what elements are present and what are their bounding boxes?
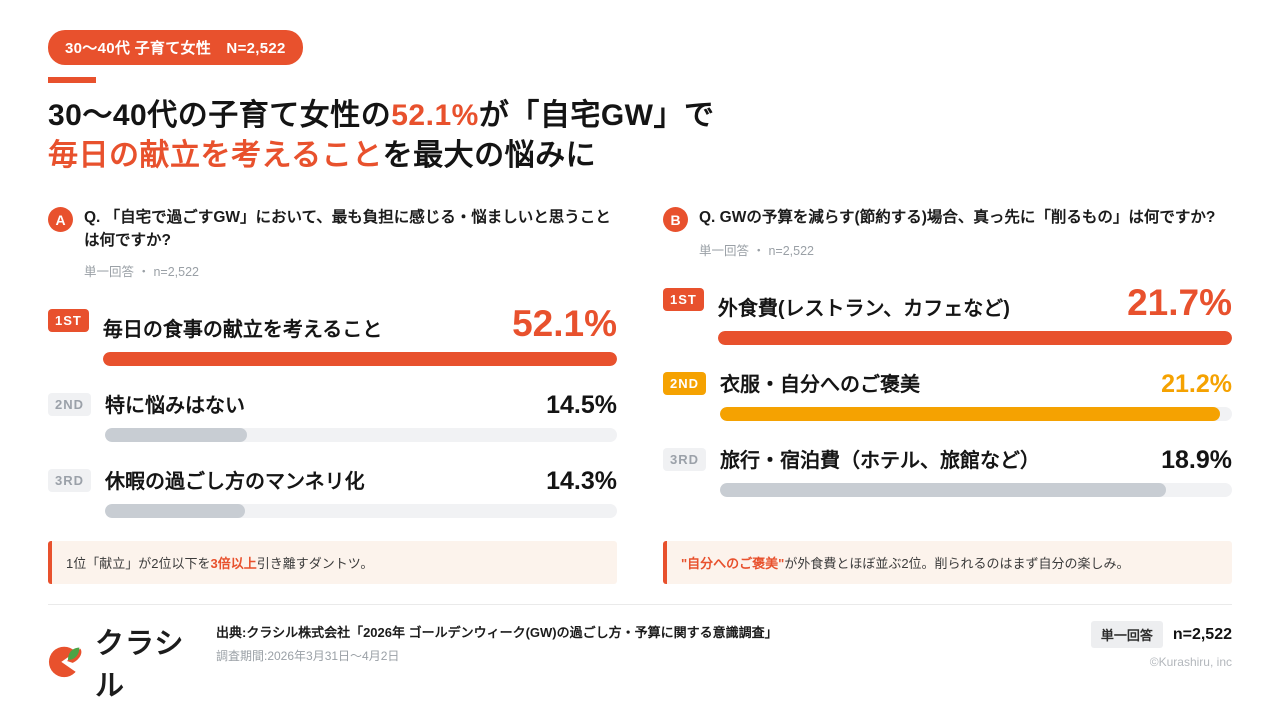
rank-badge-1st: 1ST [48,308,89,332]
rank-row-b1: 1ST 外食費(レストラン、カフェなど) 21.7% [663,284,1232,345]
insight-callout-a: 1位「献立」が2位以下を3倍以上引き離すダントツ。 [48,541,617,584]
question-a-badge: A [48,207,73,232]
rank-badge-3rd: 3RD [48,468,92,492]
rank-row-b2: 2ND 衣服・自分へのご褒美 21.2% [663,368,1232,421]
footer-divider [48,604,1232,605]
ranking-list-a: 1ST 毎日の食事の献立を考えること 52.1% 2ND [48,305,617,541]
rank-label: 休暇の過ごし方のマンネリ化 [105,470,365,493]
ranking-list-b: 1ST 外食費(レストラン、カフェなど) 21.7% 2ND [663,284,1232,520]
bar-track [717,331,1232,345]
rank-value: 21.7% [1127,282,1232,323]
bar-track [105,503,617,518]
bar-track [720,407,1232,421]
accent-underline [48,77,96,83]
bar-track [720,483,1232,497]
panel-question-a: A Q. 「自宅で過ごすGW」において、最も負担に感じる・悩ましいと思うことは何… [48,206,617,584]
rank-badge-3rd: 3RD [663,448,707,471]
footer-right-block: 単一回答 n=2,522 ©Kurashiru, inc [1090,620,1232,669]
rank-row-b3: 3RD 旅行・宿泊費（ホテル、旅館など） 18.9% [663,444,1232,497]
bar-track [105,427,617,442]
source-block: 出典:クラシル株式会社「2026年 ゴールデンウィーク(GW)の過ごし方・予算に… [216,620,1091,664]
rank-label: 特に悩みはない [105,394,246,417]
panel-question-b: B Q. GWの予算を減らす(節約する)場合、真っ先に「削るもの」は何ですか? … [663,206,1232,584]
sample-size: n=2,522 [1172,625,1232,643]
title-line1-post: が「自宅GW」で [478,99,715,132]
rank-row-a1: 1ST 毎日の食事の献立を考えること 52.1% [48,305,617,366]
callout-text: が外食費とほぼ並ぶ2位。削られるのはまず自分の楽しみ。 [784,556,1130,571]
page-title: 30〜40代の子育て女性の52.1%が「自宅GW」で 毎日の献立を考えることを最… [48,96,1232,176]
bar-fill [720,483,1166,497]
question-b-note: 単一回答 ・ n=2,522 [699,244,814,258]
question-b-badge: B [663,207,688,232]
copyright-text: ©Kurashiru, inc [1149,655,1232,669]
callout-highlight: 3倍以上 [210,556,257,571]
footer: クラシル 出典:クラシル株式会社「2026年 ゴールデンウィーク(GW)の過ごし… [48,605,1232,704]
rank-value: 21.2% [1161,370,1232,398]
kurashiru-logo-text: クラシル [95,628,185,702]
bar-fill [105,503,246,518]
bar-fill [105,427,248,442]
rank-badge-1st: 1ST [663,288,704,311]
kurashiru-logo-icon [48,641,86,684]
bar-track [102,351,617,366]
bar-fill [720,407,1221,421]
callout-text: 引き離すダントツ。 [256,556,374,571]
callout-text: 1位「献立」が2位以下を [66,556,211,571]
question-a-note: 単一回答 ・ n=2,522 [84,264,199,279]
question-b-row: B Q. GWの予算を減らす(節約する)場合、真っ先に「削るもの」は何ですか? [663,206,1232,232]
rank-value: 14.5% [546,390,617,419]
insight-callout-b: "自分へのご褒美"が外食費とほぼ並ぶ2位。削られるのはまず自分の楽しみ。 [663,541,1232,584]
rank-label: 旅行・宿泊費（ホテル、旅館など） [720,450,1041,472]
rank-value: 18.9% [1161,446,1232,474]
rank-label: 外食費(レストラン、カフェなど) [717,298,1010,320]
question-a-row: A Q. 「自宅で過ごすGW」において、最も負担に感じる・悩ましいと思うことは何… [48,206,617,253]
rank-badge-2nd: 2ND [48,392,92,416]
rank-row-a3: 3RD 休暇の過ごし方のマンネリ化 14.3% [48,465,617,518]
title-line2-highlight: 毎日の献立を考えること [48,139,383,172]
rank-label: 衣服・自分へのご褒美 [720,374,921,396]
bar-fill [717,331,1232,345]
title-line1-pre: 30〜40代の子育て女性の [48,99,392,132]
answer-type-tag: 単一回答 [1090,621,1163,648]
rank-value: 14.3% [546,466,617,495]
title-line1-highlight: 52.1% [391,99,479,132]
rank-row-a2: 2ND 特に悩みはない 14.5% [48,389,617,442]
source-citation: 出典:クラシル株式会社「2026年 ゴールデンウィーク(GW)の過ごし方・予算に… [216,625,778,640]
rank-badge-2nd: 2ND [663,372,707,395]
chart-columns: A Q. 「自宅で過ごすGW」において、最も負担に感じる・悩ましいと思うことは何… [48,206,1232,584]
question-a-text: Q. 「自宅で過ごすGW」において、最も負担に感じる・悩ましいと思うことは何です… [84,209,611,250]
kurashiru-logo: クラシル [48,620,206,704]
rank-value: 52.1% [512,302,617,344]
audience-badge: 30〜40代 子育て女性 N=2,522 [48,30,303,65]
bar-fill [102,351,617,366]
title-line2-post: を最大の悩みに [382,139,597,172]
callout-highlight: "自分へのご褒美" [681,556,785,571]
question-b-text: Q. GWの予算を減らす(節約する)場合、真っ先に「削るもの」は何ですか? [699,209,1216,226]
rank-label: 毎日の食事の献立を考えること [102,318,383,341]
infographic-page: 30〜40代 子育て女性 N=2,522 30〜40代の子育て女性の52.1%が… [48,30,1232,702]
survey-period: 調査期間:2026年3月31日〜4月2日 [216,649,400,663]
